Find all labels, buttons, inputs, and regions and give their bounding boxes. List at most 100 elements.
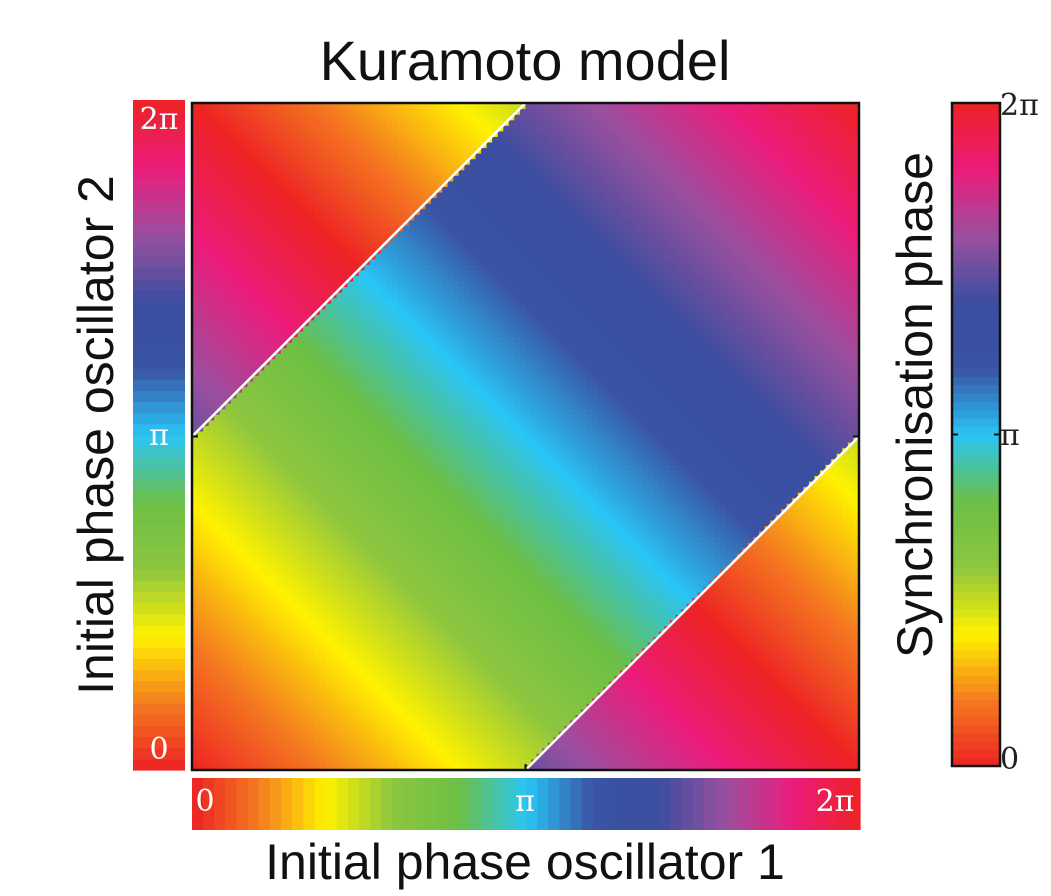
heatmap-cell [297, 241, 304, 249]
heatmap-cell [269, 503, 276, 510]
heatmap-cell [208, 153, 215, 160]
heatmap-cell [380, 247, 388, 254]
heatmap-cell [303, 169, 310, 176]
heatmap-cell [392, 586, 399, 593]
heatmap-cell [364, 186, 371, 193]
heatmap-cell [353, 197, 360, 204]
heatmap-cell [280, 141, 288, 149]
heatmap-cell [319, 392, 326, 399]
heatmap-cell [269, 342, 276, 349]
heatmap-cell [386, 714, 393, 721]
heatmap-cell [392, 581, 399, 588]
heatmap-cell [353, 208, 360, 215]
heatmap-cell [230, 369, 238, 376]
heatmap-cell [392, 497, 399, 504]
heatmap-cell [408, 436, 415, 443]
heatmap-cell [375, 586, 382, 593]
heatmap-cell [308, 669, 315, 677]
heatmap-cell [292, 719, 299, 727]
heatmap-cell [230, 547, 238, 554]
heatmap-cell [403, 480, 410, 488]
heatmap-cell [192, 108, 199, 115]
heatmap-cell [286, 241, 293, 249]
heatmap-cell [408, 430, 415, 438]
heatmap-cell [236, 347, 243, 354]
heatmap-cell [269, 519, 276, 527]
heatmap-cell [369, 447, 377, 454]
heatmap-cell [308, 464, 315, 471]
heatmap-cell [230, 725, 238, 732]
heatmap-cell [397, 253, 404, 260]
heatmap-cell [342, 386, 349, 393]
heatmap-cell [292, 119, 299, 126]
heatmap-cell [358, 553, 365, 560]
heatmap-cell [364, 153, 371, 160]
heatmap-cell [375, 475, 382, 482]
heatmap-cell [314, 169, 321, 176]
heatmap-cell [197, 153, 204, 160]
heatmap-cell [197, 164, 204, 171]
heatmap-cell [364, 336, 371, 343]
heatmap-cell [353, 169, 360, 176]
heatmap-cell [375, 208, 382, 215]
heatmap-cell [275, 558, 282, 565]
heatmap-cell [214, 392, 221, 399]
heatmap-cell [225, 458, 232, 465]
x-strip-band [693, 778, 705, 830]
heatmap-cell [269, 731, 276, 738]
heatmap-cell [319, 725, 326, 732]
heatmap-cell [275, 336, 282, 343]
heatmap-cell [203, 247, 210, 254]
heatmap-cell [330, 742, 338, 749]
heatmap-cell [314, 203, 321, 210]
heatmap-cell [247, 497, 254, 504]
heatmap-cell [225, 103, 232, 110]
heatmap-cell [397, 614, 404, 621]
heatmap-cell [386, 175, 393, 182]
heatmap-cell [336, 380, 343, 388]
heatmap-cell [292, 675, 299, 682]
heatmap-cell [375, 358, 382, 365]
heatmap-cell [325, 525, 332, 532]
heatmap-cell [275, 447, 282, 454]
heatmap-cell [336, 547, 343, 554]
heatmap-cell [286, 236, 293, 243]
heatmap-cell [192, 392, 199, 399]
heatmap-cell [242, 403, 249, 410]
heatmap-cell [375, 347, 382, 354]
heatmap-cell [414, 497, 421, 504]
heatmap-cell [219, 303, 226, 310]
heatmap-cell [319, 586, 326, 593]
heatmap-cell [408, 125, 415, 132]
heatmap-cell [280, 175, 288, 182]
heatmap-cell [358, 753, 365, 760]
heatmap-cell [397, 597, 404, 604]
heatmap-cell [380, 130, 388, 137]
heatmap-cell [303, 753, 310, 760]
heatmap-cell [297, 397, 304, 404]
heatmap-cell [403, 442, 410, 449]
heatmap-cell [208, 542, 215, 549]
heatmap-cell [225, 575, 232, 582]
heatmap-cell [392, 486, 399, 493]
heatmap-cell [253, 608, 260, 615]
heatmap-cell [392, 736, 399, 743]
heatmap-cell [275, 703, 282, 710]
heatmap-cell [247, 353, 254, 360]
heatmap-cell [230, 619, 238, 627]
x-strip-band [782, 778, 794, 830]
heatmap-cell [364, 347, 371, 354]
heatmap-cell [225, 297, 232, 304]
heatmap-cell [236, 364, 243, 371]
heatmap-cell [203, 625, 210, 632]
heatmap-cell [253, 681, 260, 688]
heatmap-cell [336, 542, 343, 549]
heatmap-cell [386, 258, 393, 265]
heatmap-cell [292, 180, 299, 187]
heatmap-cell [392, 753, 399, 760]
heatmap-cell [208, 658, 215, 665]
heatmap-cell [286, 608, 293, 615]
heatmap-cell [353, 453, 360, 460]
heatmap-cell [369, 230, 377, 237]
heatmap-cell [380, 330, 388, 338]
